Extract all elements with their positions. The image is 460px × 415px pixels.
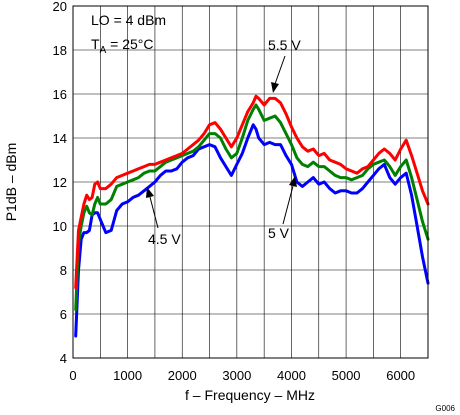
y-tick-label: 18 bbox=[53, 43, 67, 58]
annotation-leader-5v bbox=[282, 185, 294, 225]
y-tick-label: 20 bbox=[53, 0, 67, 14]
annotation-label-4-5v: 4.5 V bbox=[148, 231, 181, 247]
series-line-4-5-v bbox=[74, 123, 430, 338]
figure-id: G006 bbox=[435, 404, 455, 413]
annotation-label-5v: 5 V bbox=[268, 225, 290, 241]
annotation-label-5-5v: 5.5 V bbox=[268, 37, 301, 53]
x-tick-label: 6000 bbox=[386, 368, 415, 383]
y-tick-label: 4 bbox=[60, 351, 67, 366]
annotation-5-5v: 5.5 V bbox=[268, 37, 301, 93]
y-tick-label: 6 bbox=[60, 307, 67, 322]
x-axis-label: f – Frequency – MHz bbox=[185, 387, 315, 403]
annotation-arrowhead-4-5v bbox=[146, 187, 154, 198]
y-tick-label: 16 bbox=[53, 87, 67, 102]
annotation-4-5v: 4.5 V bbox=[146, 187, 181, 247]
series-line-5-5-v bbox=[74, 94, 430, 290]
annotation-5v: 5 V bbox=[268, 176, 297, 241]
y-tick-label: 12 bbox=[53, 175, 67, 190]
x-tick-label: 4000 bbox=[277, 368, 306, 383]
plot-frame bbox=[72, 5, 429, 359]
lo-condition: LO = 4 dBm bbox=[91, 12, 166, 28]
x-tick-label: 5000 bbox=[332, 368, 361, 383]
annotation-leader-5-5v bbox=[274, 55, 286, 85]
x-tick-label: 3000 bbox=[222, 368, 251, 383]
ta-rest: = 25°C bbox=[106, 36, 153, 52]
tick-layer: 0 1000 2000 3000 4000 5000 6000 4 6 8 10 12 14 16 18 20 bbox=[53, 0, 416, 383]
series-layer bbox=[74, 94, 430, 338]
y-tick-label: 14 bbox=[53, 131, 67, 146]
x-tick-label: 0 bbox=[69, 368, 76, 383]
annotation-arrowhead-5v bbox=[289, 176, 297, 187]
annotation-arrowhead-5-5v bbox=[271, 82, 279, 93]
series-line-5-v bbox=[74, 103, 430, 312]
x-tick-label: 1000 bbox=[113, 368, 142, 383]
conditions-box: LO = 4 dBm TA = 25°C bbox=[91, 12, 166, 56]
ta-main: T bbox=[91, 36, 100, 52]
ta-sub: A bbox=[100, 45, 107, 56]
y-tick-label: 8 bbox=[60, 263, 67, 278]
x-tick-label: 2000 bbox=[168, 368, 197, 383]
annotation-leader-4-5v bbox=[149, 196, 159, 229]
ta-condition: TA = 25°C bbox=[91, 36, 153, 56]
y-tick-label: 10 bbox=[53, 219, 67, 234]
y-axis-label: P1dB – dBm bbox=[3, 143, 19, 222]
